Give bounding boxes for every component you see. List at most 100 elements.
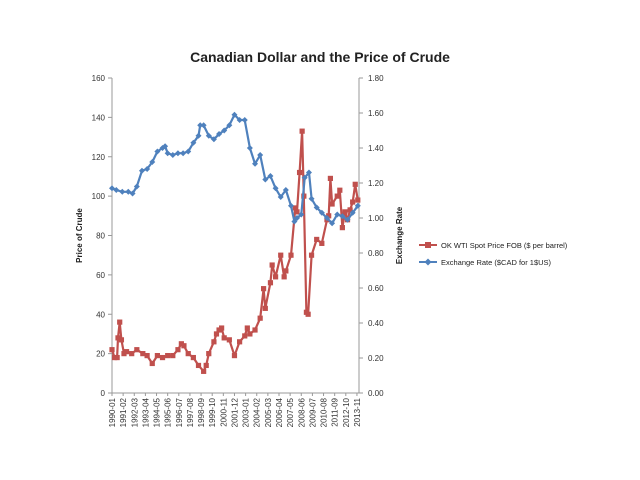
data-point (174, 150, 181, 157)
data-point (216, 131, 223, 137)
x-tick-label: 1994-05 (153, 397, 162, 427)
data-point (200, 122, 207, 129)
x-tick-label: 1990-01 (108, 397, 117, 427)
data-point (154, 148, 161, 155)
data-point (267, 173, 274, 179)
left-tick-label: 160 (92, 74, 106, 83)
data-point (231, 352, 238, 359)
data-point (292, 205, 298, 211)
x-tick-label: 2007-05 (286, 397, 295, 427)
data-point (237, 339, 243, 345)
data-point (231, 111, 238, 118)
data-point (129, 351, 135, 357)
left-axis-ticks: 0 20 40 60 80 100 120 140 160 (92, 74, 112, 398)
data-point (334, 193, 340, 199)
data-point (318, 209, 325, 216)
data-point (159, 354, 166, 361)
data-point (117, 319, 123, 325)
data-point (133, 183, 140, 190)
left-tick-label: 80 (96, 232, 105, 241)
data-point (210, 136, 217, 143)
data-point (269, 262, 275, 268)
data-point (323, 215, 330, 221)
data-point (339, 225, 345, 231)
data-point (296, 169, 303, 176)
data-point (347, 207, 353, 213)
data-point (205, 132, 212, 139)
data-point (221, 335, 227, 341)
data-point (134, 347, 140, 353)
data-point (354, 202, 361, 209)
data-point (113, 187, 120, 193)
legend-marker (424, 258, 432, 266)
data-point (175, 347, 181, 353)
chart-title: Canadian Dollar and the Price of Crude (190, 49, 450, 65)
legend-label: Exchange Rate ($CAD for 1$US) (441, 258, 552, 267)
data-point (267, 280, 274, 286)
x-tick-label: 2013-11 (353, 397, 362, 426)
right-tick-label: 0.00 (368, 389, 384, 398)
x-tick-label: 2004-02 (253, 397, 262, 427)
data-point (197, 122, 204, 129)
data-point (288, 252, 294, 258)
data-point (314, 236, 320, 243)
data-point (190, 139, 197, 146)
data-point (350, 199, 356, 205)
left-tick-label: 20 (96, 350, 105, 359)
data-point (190, 354, 196, 361)
data-point (109, 185, 115, 192)
data-point (252, 160, 259, 167)
data-point (260, 286, 267, 292)
legend-marker (425, 242, 431, 248)
data-point (278, 252, 284, 258)
data-point (185, 148, 192, 155)
data-point (305, 311, 311, 317)
data-point (293, 215, 300, 221)
data-point (242, 333, 248, 339)
data-point (226, 122, 233, 129)
right-tick-label: 1.60 (368, 109, 384, 118)
data-point (327, 175, 333, 182)
data-point (308, 252, 315, 258)
data-point (308, 195, 315, 202)
data-point (262, 305, 268, 311)
x-tick-label: 2009-07 (308, 397, 317, 427)
data-point (123, 349, 130, 355)
data-point (287, 202, 294, 209)
data-point (236, 117, 243, 123)
x-axis-ticks: 1990-01 1991-02 1992-03 1993-04 1994-05 1995-… (108, 393, 362, 427)
left-tick-label: 60 (96, 271, 105, 280)
data-point (118, 337, 125, 343)
right-axis-ticks: 0.00 0.20 0.40 0.60 0.80 1.00 1.20 1.40 1.60 1.80 (359, 74, 384, 398)
data-point (213, 331, 220, 337)
data-point (138, 167, 145, 174)
data-point (109, 347, 115, 353)
series-layer (109, 111, 361, 374)
data-point (294, 209, 300, 215)
data-point (355, 197, 361, 203)
left-tick-label: 100 (92, 192, 106, 201)
data-point (119, 188, 126, 195)
right-axis-title: Exchange Rate (395, 206, 404, 264)
left-tick-label: 40 (96, 310, 105, 319)
right-tick-label: 1.40 (368, 144, 384, 153)
series-exchange-rate (109, 111, 361, 227)
data-point (226, 337, 232, 343)
x-tick-label: 2005-03 (264, 397, 273, 427)
legend: OK WTI Spot Price FOB ($ per barrel) Exch… (419, 241, 568, 267)
x-tick-label: 1995-06 (164, 397, 173, 427)
data-point (221, 127, 228, 134)
data-point (352, 181, 358, 187)
right-tick-label: 0.20 (368, 354, 384, 363)
data-point (195, 362, 202, 369)
data-point (329, 201, 335, 207)
data-point (277, 194, 284, 200)
data-point (206, 351, 212, 357)
x-tick-label: 2011-09 (331, 397, 340, 426)
data-point (144, 166, 151, 172)
right-tick-label: 1.00 (368, 214, 384, 223)
x-tick-label: 2012-10 (342, 397, 351, 427)
right-tick-label: 0.60 (368, 284, 384, 293)
data-point (185, 351, 191, 357)
x-tick-label: 2000-11 (219, 397, 228, 426)
